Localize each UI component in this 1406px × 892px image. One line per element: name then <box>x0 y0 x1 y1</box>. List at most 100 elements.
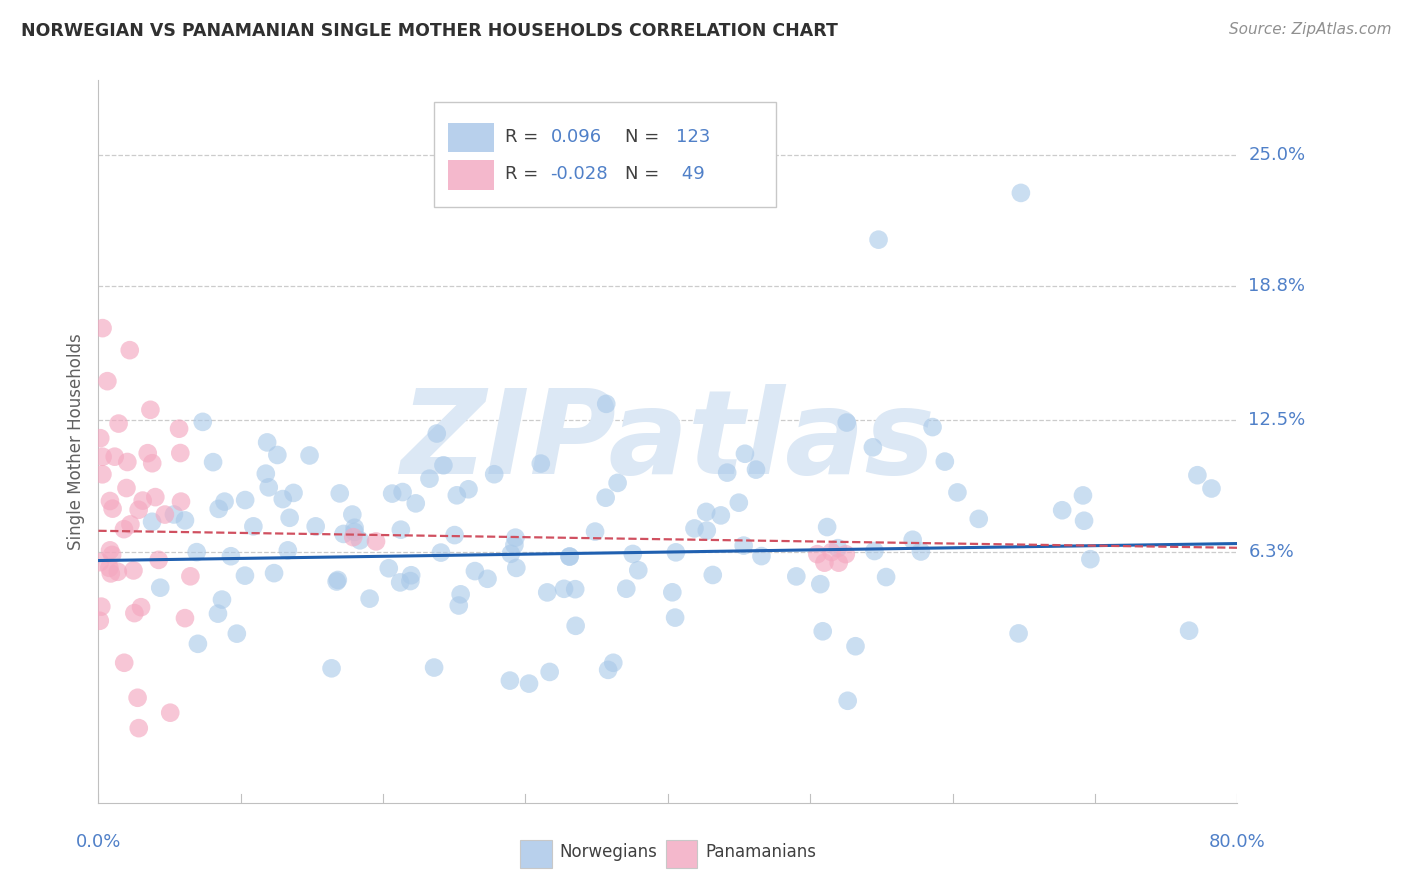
Point <box>90 599 112 614</box>
Point <box>233 568 256 582</box>
Point <box>187 637 209 651</box>
Point <box>910 544 932 558</box>
Point <box>806 547 828 561</box>
Point <box>862 440 884 454</box>
Point <box>117 455 139 469</box>
Point <box>174 611 197 625</box>
FancyBboxPatch shape <box>449 161 494 190</box>
Point <box>696 524 718 538</box>
Point <box>553 582 575 596</box>
Point <box>378 561 401 575</box>
Point <box>107 417 129 431</box>
Point <box>661 585 683 599</box>
Point <box>202 455 225 469</box>
Point <box>141 456 163 470</box>
Point <box>499 673 522 688</box>
Point <box>530 457 553 471</box>
Point <box>91 467 114 482</box>
Text: NORWEGIAN VS PANAMANIAN SINGLE MOTHER HOUSEHOLDS CORRELATION CHART: NORWEGIAN VS PANAMANIAN SINGLE MOTHER HO… <box>21 22 838 40</box>
Text: ZIPatlas: ZIPatlas <box>401 384 935 499</box>
Point <box>564 582 586 597</box>
Point <box>242 519 264 533</box>
FancyBboxPatch shape <box>520 840 551 868</box>
Point <box>254 467 277 481</box>
Point <box>141 515 163 529</box>
Point <box>124 606 146 620</box>
Point <box>727 496 749 510</box>
Point <box>107 565 129 579</box>
Point <box>325 574 347 589</box>
Point <box>1178 624 1201 638</box>
Point <box>820 545 842 559</box>
Point <box>131 493 153 508</box>
Point <box>98 561 121 575</box>
Point <box>901 533 924 547</box>
Point <box>583 524 606 539</box>
Point <box>391 485 413 500</box>
Text: Source: ZipAtlas.com: Source: ZipAtlas.com <box>1229 22 1392 37</box>
Point <box>305 519 328 533</box>
Point <box>1073 514 1095 528</box>
Point <box>432 458 454 473</box>
Point <box>710 508 733 523</box>
Point <box>627 563 650 577</box>
Point <box>321 661 343 675</box>
Point <box>1007 626 1029 640</box>
Point <box>149 581 172 595</box>
Point <box>128 502 150 516</box>
Point <box>112 656 135 670</box>
Point <box>256 435 278 450</box>
Point <box>148 553 170 567</box>
Point <box>96 374 118 388</box>
Point <box>405 496 427 510</box>
Point <box>89 431 111 445</box>
FancyBboxPatch shape <box>449 123 494 153</box>
Point <box>128 721 150 735</box>
Point <box>946 485 969 500</box>
Point <box>536 585 558 599</box>
Point <box>381 486 404 500</box>
Point <box>457 483 479 497</box>
Point <box>844 639 866 653</box>
Point <box>98 494 121 508</box>
Point <box>664 610 686 624</box>
Point <box>364 534 387 549</box>
Point <box>115 481 138 495</box>
Point <box>219 549 242 564</box>
Text: R =: R = <box>505 128 544 145</box>
Point <box>430 545 453 559</box>
Text: R =: R = <box>505 165 544 183</box>
Point <box>665 545 688 559</box>
Point <box>271 492 294 507</box>
Point <box>614 582 637 596</box>
Point <box>104 450 127 464</box>
Point <box>233 493 256 508</box>
Text: 80.0%: 80.0% <box>1209 833 1265 851</box>
Point <box>283 486 305 500</box>
Point <box>837 694 859 708</box>
Point <box>482 467 505 482</box>
Text: N =: N = <box>624 128 665 145</box>
Point <box>716 466 738 480</box>
Point <box>1201 482 1223 496</box>
Text: Norwegians: Norwegians <box>560 843 658 861</box>
Point <box>875 570 897 584</box>
Point <box>1187 468 1209 483</box>
Point <box>207 607 229 621</box>
Point <box>602 656 624 670</box>
Text: 12.5%: 12.5% <box>1249 411 1306 429</box>
Point <box>159 706 181 720</box>
Point <box>418 472 440 486</box>
Point <box>505 531 527 545</box>
Point <box>329 486 352 500</box>
Point <box>745 462 768 476</box>
Point <box>505 561 527 575</box>
Point <box>343 524 366 539</box>
Point <box>751 549 773 563</box>
Point <box>503 538 526 552</box>
Point <box>278 510 301 524</box>
Point <box>129 600 152 615</box>
Point <box>342 508 364 522</box>
Point <box>389 575 412 590</box>
Point <box>558 549 581 564</box>
